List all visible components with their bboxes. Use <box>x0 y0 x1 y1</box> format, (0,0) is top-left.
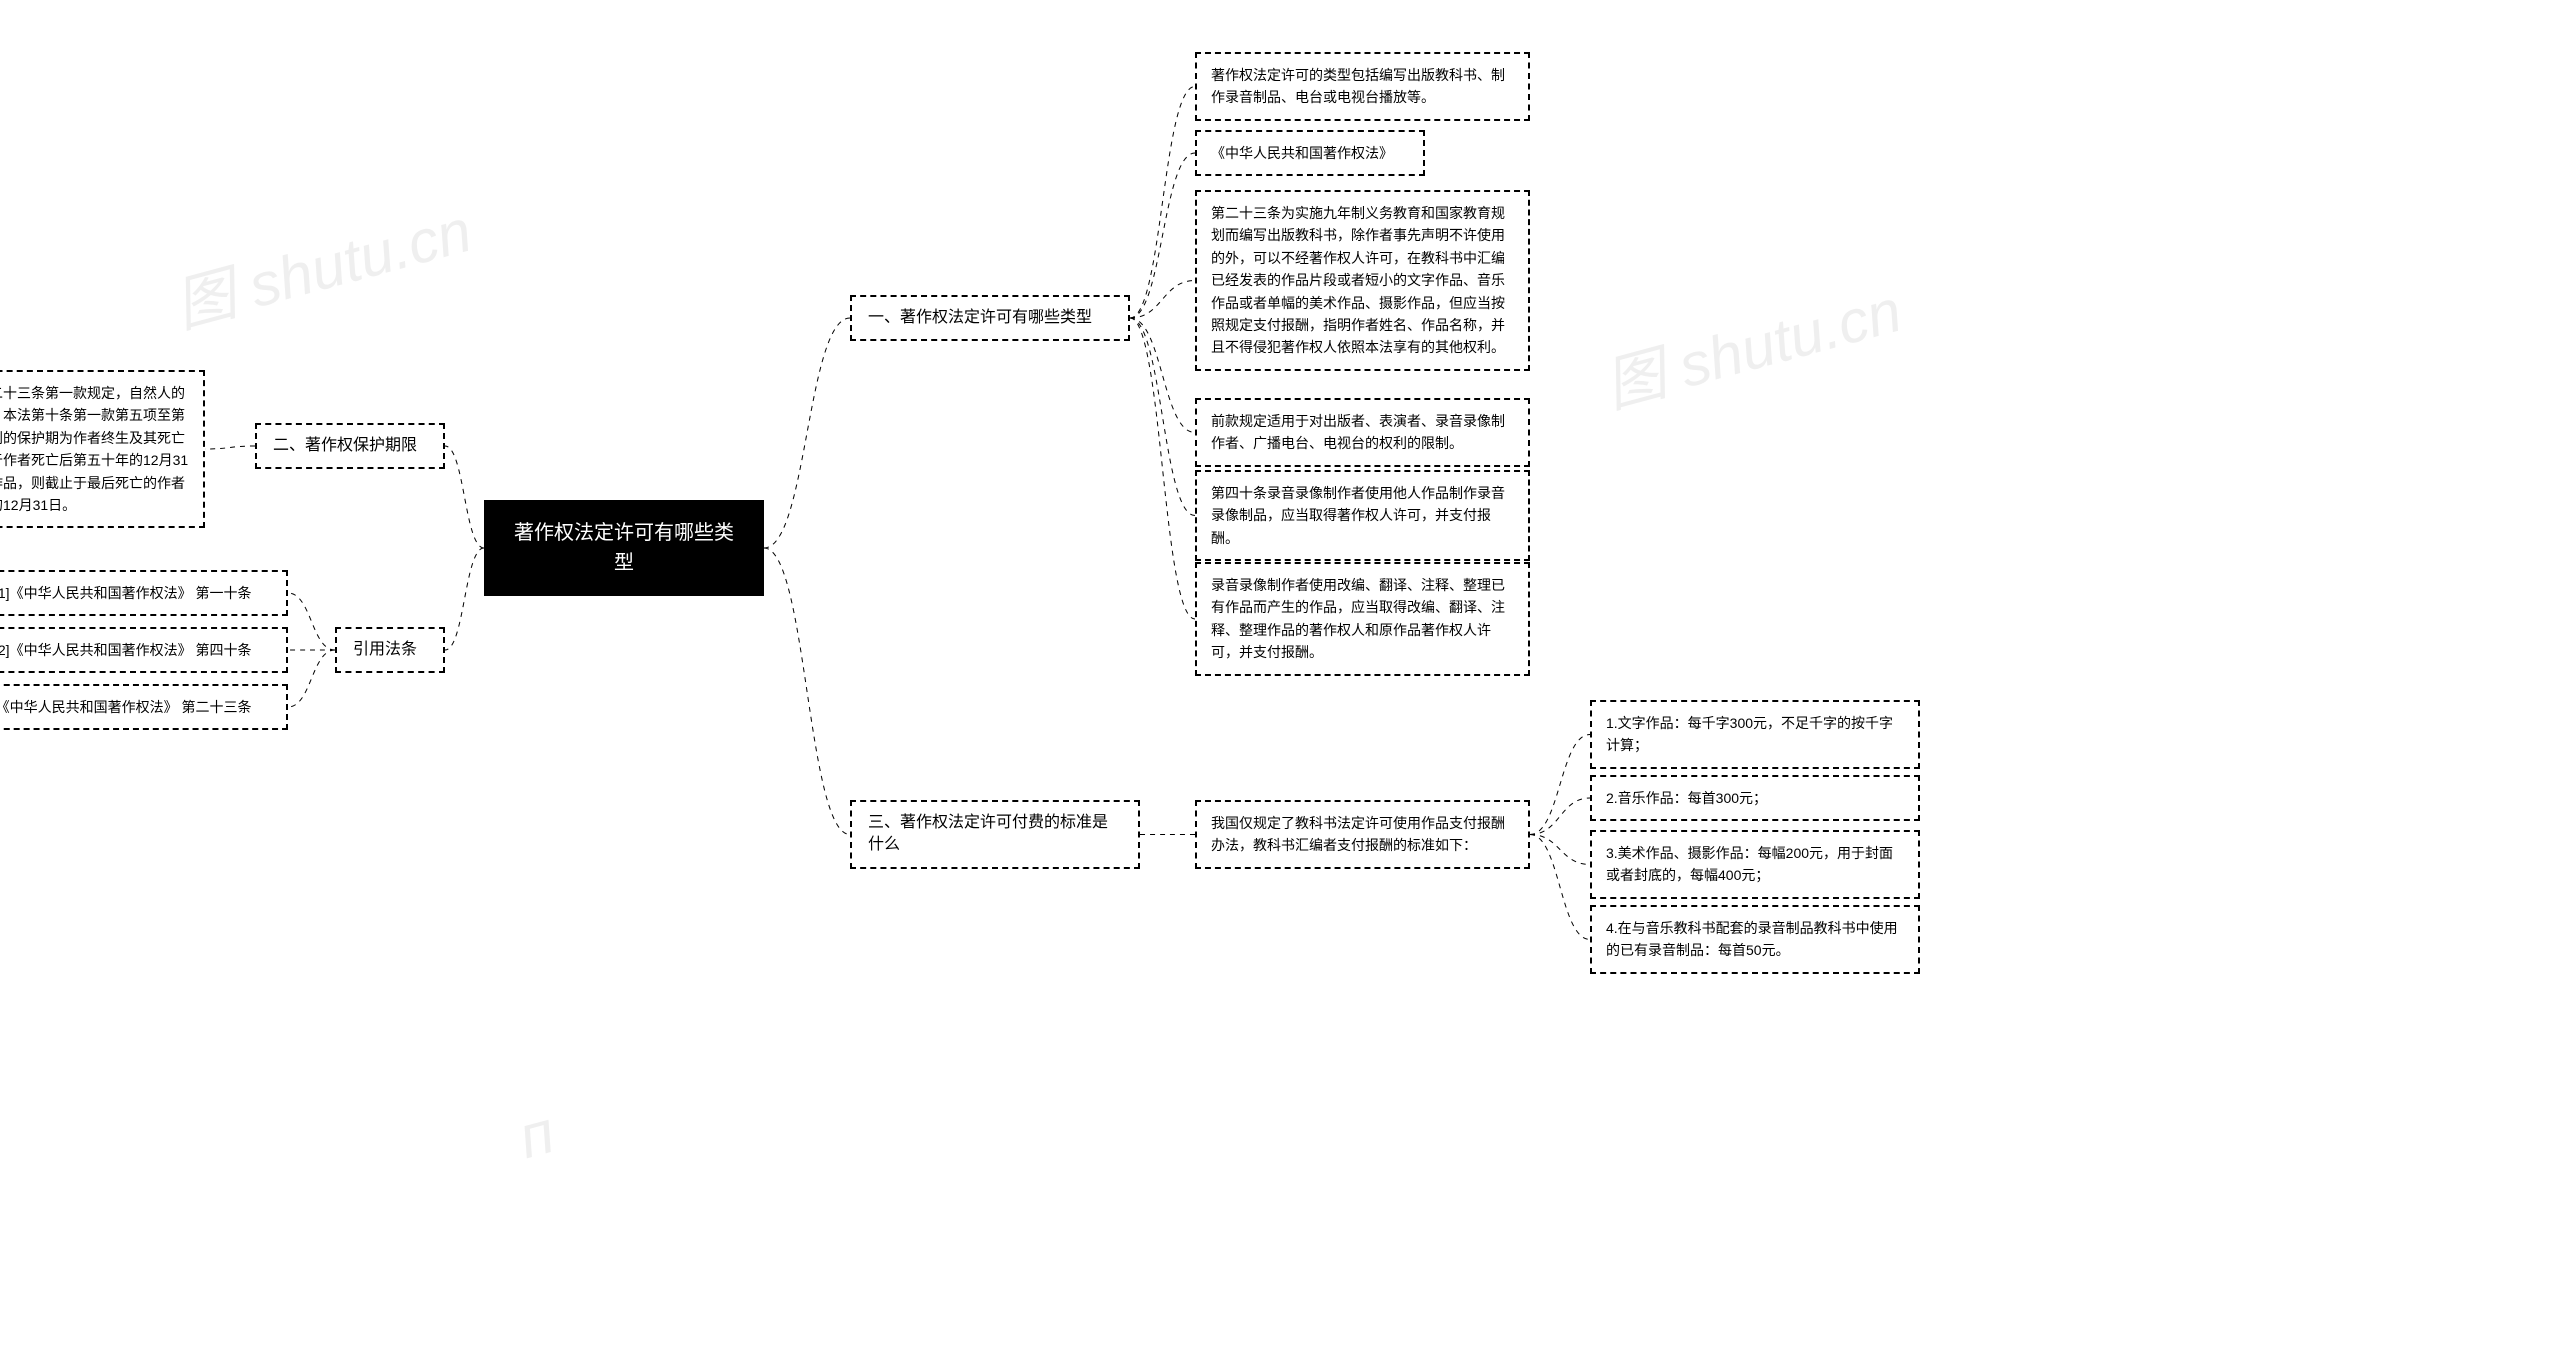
leaf-right-0-2: 第二十三条为实施九年制义务教育和国家教育规划而编写出版教科书，除作者事先声明不许… <box>1195 190 1530 371</box>
branch-left-1: 引用法条 <box>335 627 445 673</box>
branch-left-0: 二、著作权保护期限 <box>255 423 445 469</box>
leaf-left-1-2: [3]《中华人民共和国著作权法》 第二十三条 <box>0 684 288 730</box>
leaf-left-1-0: [1]《中华人民共和国著作权法》 第一十条 <box>0 570 288 616</box>
leaf-right-1-0-3: 4.在与音乐教科书配套的录音制品教科书中使用的已有录音制品：每首50元。 <box>1590 905 1920 974</box>
watermark-2: 图 shutu.cn <box>1594 262 1910 425</box>
branch-right-1: 三、著作权法定许可付费的标准是什么 <box>850 800 1140 869</box>
leaf-right-0-5: 录音录像制作者使用改编、翻译、注释、整理已有作品而产生的作品，应当取得改编、翻译… <box>1195 562 1530 676</box>
watermark-3: п <box>512 1097 562 1172</box>
leaf-right-0-3: 前款规定适用于对出版者、表演者、录音录像制作者、广播电台、电视台的权利的限制。 <box>1195 398 1530 467</box>
branch-right-0: 一、著作权法定许可有哪些类型 <box>850 295 1130 341</box>
leaf-right-0-4: 第四十条录音录像制作者使用他人作品制作录音录像制品，应当取得著作权人许可，并支付… <box>1195 470 1530 561</box>
watermark-1: 图 shutu.cn <box>164 182 480 345</box>
leaf-right-0-0: 著作权法定许可的类型包括编写出版教科书、制作录音制品、电台或电视台播放等。 <box>1195 52 1530 121</box>
leaf-left-0-0: 《著作权法》第二十三条第一款规定，自然人的作品，其发表权、本法第十条第一款第五项… <box>0 370 205 528</box>
mindmap-root: 著作权法定许可有哪些类型 <box>484 500 764 596</box>
leaf-right-1-0-0: 1.文字作品：每千字300元，不足千字的按千字计算； <box>1590 700 1920 769</box>
leaf-left-1-1: [2]《中华人民共和国著作权法》 第四十条 <box>0 627 288 673</box>
leaf-right-1-0-1: 2.音乐作品：每首300元； <box>1590 775 1920 821</box>
leaf-right-0-1: 《中华人民共和国著作权法》 <box>1195 130 1425 176</box>
leaf-right-1-0: 我国仅规定了教科书法定许可使用作品支付报酬办法，教科书汇编者支付报酬的标准如下： <box>1195 800 1530 869</box>
leaf-right-1-0-2: 3.美术作品、摄影作品：每幅200元，用于封面或者封底的，每幅400元； <box>1590 830 1920 899</box>
